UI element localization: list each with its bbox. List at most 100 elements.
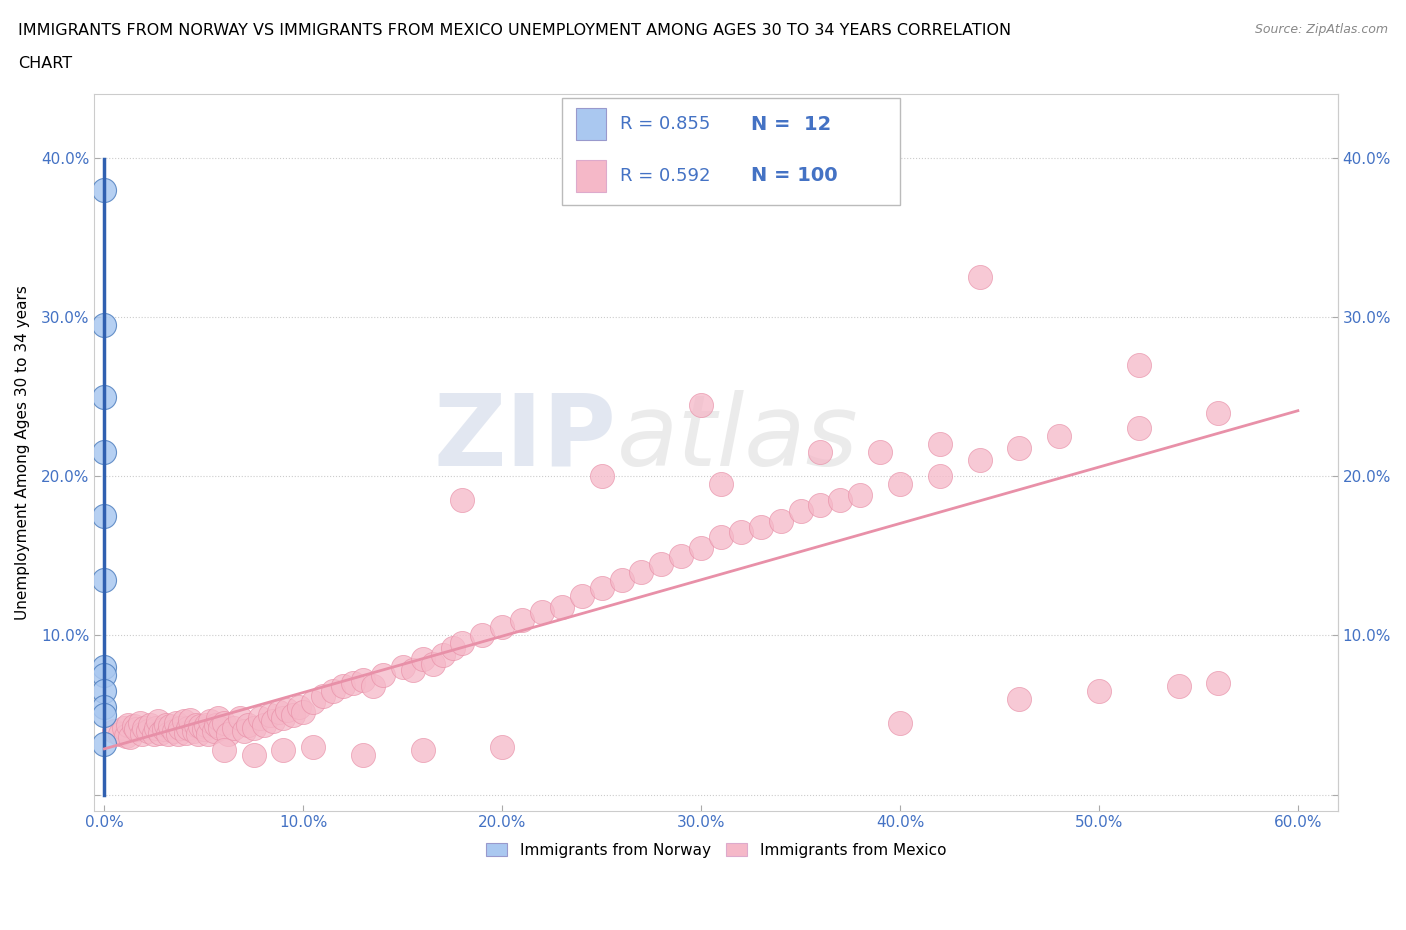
FancyBboxPatch shape — [562, 98, 900, 205]
Point — [93, 699, 115, 714]
Point — [236, 717, 259, 732]
Point — [849, 488, 872, 503]
Point — [249, 711, 271, 725]
Point — [269, 704, 291, 719]
Point — [117, 717, 139, 732]
Point — [115, 728, 138, 743]
Point — [928, 469, 950, 484]
Point — [155, 717, 177, 732]
Point — [690, 397, 713, 412]
Point — [1167, 679, 1189, 694]
Point — [451, 636, 474, 651]
Point — [650, 556, 672, 571]
Point — [93, 445, 115, 459]
Point — [153, 722, 176, 737]
Point — [422, 657, 444, 671]
Point — [93, 389, 115, 404]
Bar — [576, 160, 606, 192]
Point — [352, 672, 374, 687]
Point — [391, 660, 413, 675]
Point — [1047, 429, 1070, 444]
Point — [207, 711, 229, 725]
Text: N =  12: N = 12 — [751, 115, 831, 134]
Point — [217, 726, 239, 741]
Point — [165, 715, 187, 730]
Point — [889, 715, 911, 730]
Point — [139, 717, 162, 732]
Point — [1128, 421, 1150, 436]
Point — [491, 620, 513, 635]
Point — [188, 719, 211, 734]
Text: N = 100: N = 100 — [751, 166, 838, 185]
Point — [242, 748, 264, 763]
Legend: Immigrants from Norway, Immigrants from Mexico: Immigrants from Norway, Immigrants from … — [479, 837, 952, 864]
Point — [112, 721, 135, 736]
Point — [332, 679, 354, 694]
Point — [671, 549, 693, 564]
Point — [202, 724, 225, 738]
Point — [471, 628, 494, 643]
Point — [869, 445, 891, 459]
Point — [530, 604, 553, 619]
Point — [183, 724, 205, 738]
Point — [263, 714, 285, 729]
Point — [93, 572, 115, 587]
Point — [177, 721, 200, 736]
Point — [969, 270, 991, 285]
Point — [591, 580, 613, 595]
Point — [273, 711, 295, 725]
Point — [93, 317, 115, 332]
Point — [93, 684, 115, 698]
Point — [273, 743, 295, 758]
Point — [810, 445, 832, 459]
Point — [810, 498, 832, 512]
Point — [551, 599, 574, 614]
Point — [93, 182, 115, 197]
Text: Source: ZipAtlas.com: Source: ZipAtlas.com — [1254, 23, 1388, 36]
Point — [591, 469, 613, 484]
Point — [491, 739, 513, 754]
Point — [93, 708, 115, 723]
Point — [402, 663, 425, 678]
Point — [288, 699, 311, 714]
Point — [1206, 405, 1229, 420]
Point — [1008, 440, 1031, 455]
Y-axis label: Unemployment Among Ages 30 to 34 years: Unemployment Among Ages 30 to 34 years — [15, 285, 30, 619]
Point — [352, 748, 374, 763]
Text: R = 0.855: R = 0.855 — [620, 115, 710, 133]
Bar — [576, 108, 606, 140]
Point — [228, 711, 250, 725]
Point — [93, 509, 115, 524]
Point — [571, 588, 593, 603]
Text: ZIP: ZIP — [433, 390, 617, 486]
Point — [302, 695, 325, 710]
Point — [143, 726, 166, 741]
Point — [412, 652, 434, 667]
Point — [342, 676, 364, 691]
Point — [710, 529, 733, 544]
Point — [451, 493, 474, 508]
Point — [252, 717, 274, 732]
Point — [194, 717, 217, 732]
Point — [710, 477, 733, 492]
Point — [212, 743, 235, 758]
Point — [169, 721, 191, 736]
Point — [830, 493, 852, 508]
Point — [163, 724, 186, 738]
Point — [371, 668, 394, 683]
Point — [361, 679, 384, 694]
Text: CHART: CHART — [18, 56, 72, 71]
Point — [769, 513, 792, 528]
Point — [122, 719, 145, 734]
Point — [136, 724, 159, 738]
Point — [134, 721, 156, 736]
Point — [197, 726, 219, 741]
Point — [730, 525, 752, 539]
Point — [179, 712, 201, 727]
Point — [93, 737, 115, 751]
Point — [928, 437, 950, 452]
Point — [145, 721, 167, 736]
Text: atlas: atlas — [617, 390, 858, 486]
Point — [129, 715, 152, 730]
Point — [630, 565, 652, 579]
